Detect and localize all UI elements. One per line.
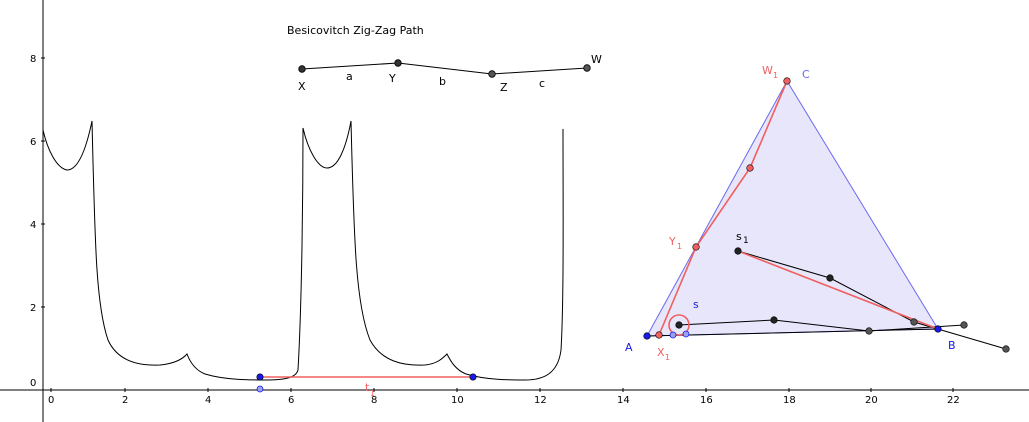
label-x: X (298, 80, 306, 93)
segment-t-label: t (365, 381, 370, 394)
label-s: s (693, 298, 699, 311)
x-tick-label: 10 (451, 395, 464, 406)
segment-slider-point[interactable] (256, 385, 264, 393)
segment-endpoint-right[interactable] (469, 373, 477, 381)
point-y[interactable] (394, 59, 402, 67)
label-segment-b: b (439, 75, 446, 88)
point-a[interactable] (643, 332, 651, 340)
x-tick-label: 6 (288, 395, 294, 406)
point-base-1[interactable] (669, 331, 677, 339)
black-path-upper (737, 250, 1007, 350)
label-s1-sub: 1 (743, 236, 749, 246)
triangle-points (643, 77, 1010, 353)
point-y1[interactable] (692, 243, 700, 251)
x-tick-label: 4 (205, 395, 211, 406)
point-x1[interactable] (655, 331, 663, 339)
red-polyline (658, 80, 788, 336)
x-tick-labels: 0 2 4 6 8 10 12 14 16 18 20 22 (48, 395, 960, 406)
triangle-abc: A B C (625, 68, 956, 354)
label-vertex-b: B (948, 339, 956, 352)
diagram-title: Besicovitch Zig-Zag Path (287, 24, 424, 37)
bottom-segment: t 1 (256, 373, 477, 398)
x-tick-label: 12 (534, 395, 547, 406)
label-s1: s (736, 230, 742, 243)
point-x[interactable] (298, 65, 306, 73)
label-segment-a: a (346, 70, 353, 83)
point-black-3[interactable] (865, 327, 873, 335)
point-base-2[interactable] (682, 330, 690, 338)
segment-endpoint-left[interactable] (256, 373, 264, 381)
x-tick-label: 20 (865, 395, 878, 406)
point-black-5[interactable] (960, 321, 968, 329)
point-black-1[interactable] (770, 316, 778, 324)
label-y1: Y (668, 235, 676, 248)
y-tick-labels: 0 2 4 6 8 (30, 54, 36, 389)
red-path (658, 80, 939, 336)
y-tick-marks (41, 57, 45, 308)
point-black-2[interactable] (826, 274, 834, 282)
point-red-mid[interactable] (746, 164, 754, 172)
x-tick-label: 22 (947, 395, 960, 406)
point-w1[interactable] (783, 77, 791, 85)
label-vertex-a: A (625, 341, 633, 354)
y-tick-label: 6 (30, 137, 36, 148)
y-tick-label: 4 (30, 220, 36, 231)
black-path-lower (678, 319, 965, 332)
point-w[interactable] (583, 64, 591, 72)
red-segment-s1 (737, 250, 939, 330)
point-z[interactable] (488, 70, 496, 78)
x-tick-label: 0 (48, 395, 54, 406)
label-segment-c: c (539, 77, 545, 90)
x-tick-label: 18 (783, 395, 796, 406)
x-tick-label: 16 (700, 395, 713, 406)
label-z: Z (500, 81, 508, 94)
y-tick-label: 0 (30, 378, 36, 389)
point-b[interactable] (934, 325, 942, 333)
label-y: Y (388, 72, 396, 85)
black-construction (646, 250, 1007, 350)
y-tick-label: 2 (30, 303, 36, 314)
label-w: W (591, 53, 602, 66)
x-tick-label: 2 (122, 395, 128, 406)
label-x1-sub: 1 (665, 353, 670, 362)
label-w1-sub: 1 (773, 71, 778, 80)
y-tick-label: 8 (30, 54, 36, 65)
triangle-fill (646, 80, 939, 337)
label-x1: X (657, 346, 665, 359)
segment-t-subscript: 1 (370, 389, 375, 398)
triangle-labels: W 1 Y 1 X 1 s 1 s (657, 64, 778, 362)
label-vertex-c: C (802, 68, 810, 81)
label-w1: W (762, 64, 773, 77)
point-black-6[interactable] (1002, 345, 1010, 353)
point-s1[interactable] (734, 247, 742, 255)
x-tick-label: 8 (371, 395, 377, 406)
red-arc-s (668, 314, 690, 336)
x-tick-label: 14 (617, 395, 630, 406)
zigzag-path: X Y Z W a b c (298, 53, 602, 94)
function-curve (42, 120, 564, 381)
point-s[interactable] (675, 321, 683, 329)
x-tick-marks (50, 388, 954, 392)
label-y1-sub: 1 (677, 242, 682, 251)
point-black-4[interactable] (910, 318, 918, 326)
base-line (646, 328, 939, 337)
zigzag-polyline (301, 62, 588, 75)
